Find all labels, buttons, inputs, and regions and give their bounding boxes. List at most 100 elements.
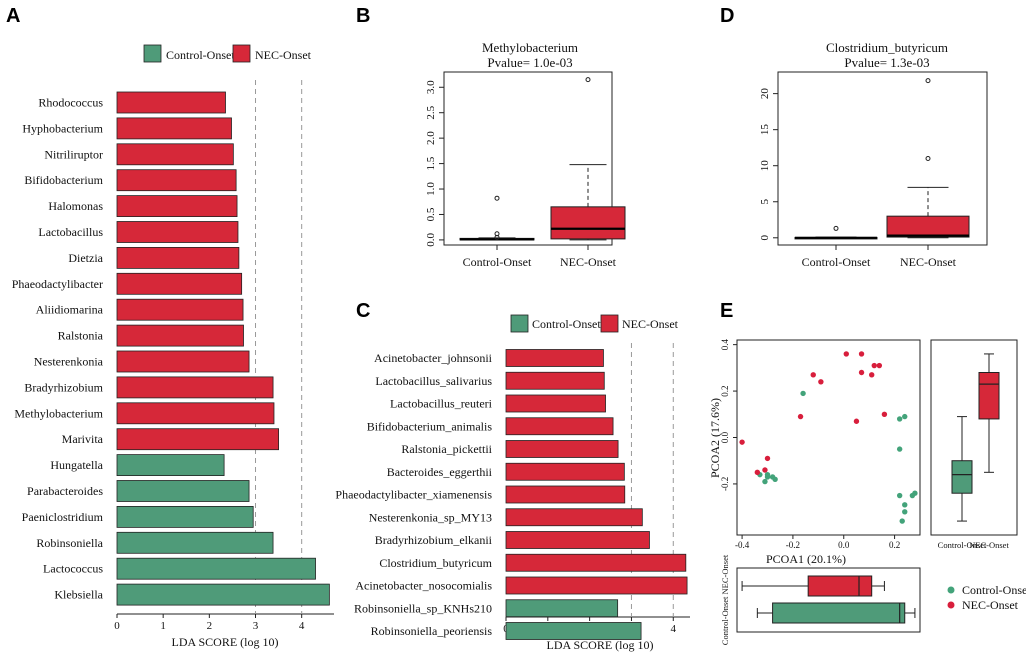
bar-nesterenkonia [116, 350, 250, 373]
point-nec-onset [858, 369, 865, 376]
right-box-category-label: NEC-Onset [969, 540, 1009, 550]
bottom-box-category-label: Control-Onset NEC-Onset [720, 554, 730, 645]
panel-label-c: C [356, 300, 370, 322]
point-nec-onset [858, 351, 865, 357]
outlier-point [925, 78, 931, 84]
bar-halomonas [116, 195, 238, 218]
bar-marivita [116, 428, 279, 451]
point-control-onset [764, 471, 771, 478]
category-label: Bifidobacterium_animalis [367, 419, 493, 433]
legend-a-control-label: Control-Onset [166, 48, 235, 62]
category-label: Ralstonia_pickettii [401, 442, 492, 456]
bar-acinetobacter-nosocomialis [505, 576, 688, 595]
category-label: Hungatella [50, 458, 103, 472]
point-control-onset [902, 502, 908, 508]
category-label: Halomonas [48, 199, 103, 213]
legend-a-nec-label: NEC-Onset [255, 48, 312, 62]
point-control-onset [899, 518, 905, 524]
legend-a-control-swatch [143, 44, 162, 63]
y-tick-label: 15 [759, 124, 771, 136]
outlier-point [494, 234, 500, 240]
point-nec-onset [876, 362, 883, 369]
x-tick-label: NEC-Onset [560, 255, 617, 269]
bottom-box-frame [736, 567, 921, 633]
category-label: Robinsoniella_sp_KNHs210 [354, 601, 492, 615]
point-nec-onset [869, 372, 875, 378]
x-tick-label: 0 [114, 620, 120, 632]
panel-label-d: D [720, 5, 734, 27]
bar-lactobacillus-reuteri [505, 394, 606, 413]
category-label: Bifidobacterium [24, 173, 103, 187]
x-tick-label: 0.0 [838, 540, 850, 550]
outlier-point [925, 156, 931, 161]
bar-bifidobacterium [116, 169, 237, 192]
bar-ralstonia [116, 324, 244, 347]
y-tick-label: 2.0 [425, 131, 437, 145]
category-label: Acinetobacter_johnsonii [374, 351, 493, 365]
x-tick-label: 4 [671, 623, 677, 635]
legend-c-nec-label: NEC-Onset [622, 317, 679, 331]
category-label: Lactobacillus [38, 225, 103, 239]
legend-e-control-marker [947, 586, 955, 594]
point-nec-onset [871, 362, 877, 369]
y-tick-label: -0.2 [720, 477, 730, 491]
point-nec-onset [797, 413, 804, 420]
panel-label-b: B [356, 5, 370, 27]
bar-paeniclostridium [116, 505, 254, 528]
bar-parabacteroides [116, 480, 250, 502]
bar-phaeodactylibacter-xiamenensis [505, 485, 626, 504]
y-tick-label: 0.0 [425, 233, 437, 247]
x-tick-label: 2 [207, 620, 213, 632]
point-control-onset [800, 390, 806, 397]
bar-phaeodactylibacter [116, 272, 243, 295]
point-nec-onset [881, 411, 888, 417]
y-tick-label: 10 [759, 160, 771, 172]
box-nec-onset [550, 206, 626, 240]
y-tick-label: 1.5 [425, 156, 437, 170]
category-label: Dietzia [68, 251, 103, 265]
x-tick-label: 4 [299, 620, 305, 632]
bar-methylobacterium [116, 402, 275, 425]
box-control-onset [951, 460, 973, 494]
legend-e: Control-Onset NEC-Onset [947, 583, 1026, 612]
category-label: Bacteroides_eggerthii [387, 465, 493, 479]
bar-bacteroides-eggerthii [505, 462, 625, 481]
legend-e-nec-marker [947, 601, 955, 609]
y-tick-label: 0.0 [720, 431, 730, 443]
category-label: Robinsoniella_peoriensis [371, 624, 493, 638]
y-tick-label: 0 [759, 235, 771, 241]
y-tick-label: 20 [759, 88, 771, 100]
category-label: Nesterenkonia [34, 355, 104, 369]
box-nec-onset [886, 215, 970, 238]
panel-label-a: A [6, 5, 20, 27]
right-box-frame [930, 339, 1018, 536]
y-axis-title: PCOA2 (17.6%) [708, 398, 722, 478]
point-nec-onset [754, 469, 761, 476]
x-tick-label: 1 [160, 620, 166, 632]
y-tick-label: 0.2 [720, 385, 730, 396]
category-label: Lactobacillus_reuteri [390, 397, 493, 411]
box-nec-onset [978, 372, 1000, 420]
legend-c-control-swatch [510, 314, 529, 333]
panel-label-e: E [720, 300, 733, 322]
x-axis-title: PCOA1 (20.1%) [766, 552, 846, 566]
plot-frame [443, 71, 613, 246]
chart-title: Clostridium_butyricum [826, 40, 948, 55]
category-label: Bradyrhizobium [24, 380, 103, 394]
category-label: Bradyrhizobium_elkanii [375, 533, 493, 547]
point-nec-onset [739, 439, 745, 445]
category-label: Parabacteroides [27, 484, 103, 498]
chart-title: Methylobacterium [482, 40, 578, 55]
x-tick-label: 0.2 [889, 540, 900, 550]
outlier-point [585, 77, 591, 83]
point-nec-onset [764, 455, 771, 462]
category-label: Methylobacterium [14, 406, 103, 420]
plot-frame [777, 71, 988, 246]
point-nec-onset [853, 418, 860, 424]
point-control-onset [902, 509, 908, 515]
box-control-onset [772, 602, 906, 624]
category-label: Ralstonia [58, 329, 104, 343]
